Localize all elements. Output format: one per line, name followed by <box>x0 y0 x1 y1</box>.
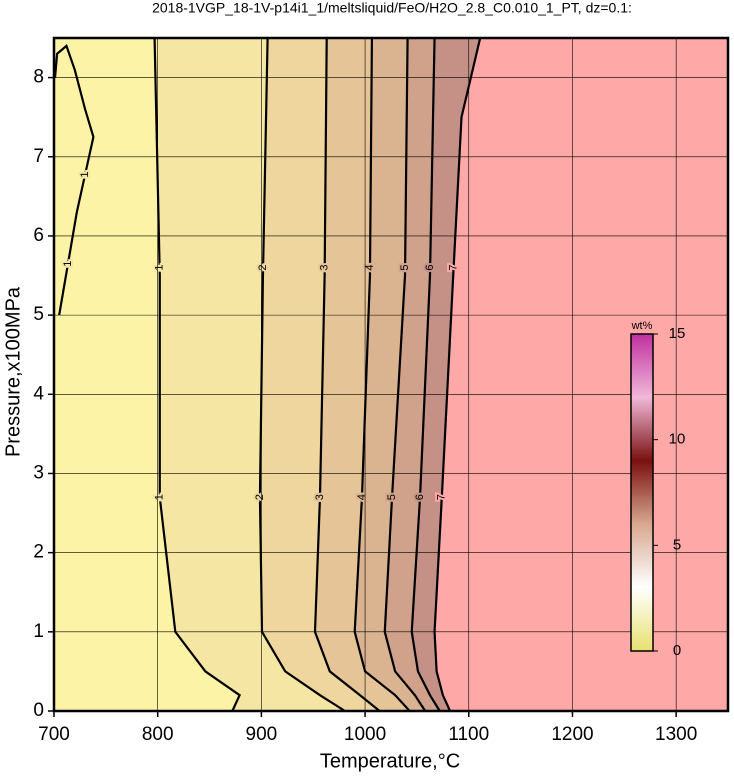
chart-title: 2018-1VGP_18-1V-p14i1_1/meltsliquid/FeO/… <box>152 0 632 16</box>
contour-label: 4 <box>364 265 376 271</box>
y-tick-label: 6 <box>33 225 44 246</box>
x-tick-label: 1300 <box>655 724 697 745</box>
contour-label: 6 <box>414 494 426 500</box>
contour-label: 1 <box>62 261 74 267</box>
x-axis-label: Temperature,°C <box>320 750 460 772</box>
x-tick-label: 800 <box>142 724 174 745</box>
y-axis-label: Pressure,x100MPa <box>2 286 24 457</box>
contour-label: 1 <box>79 172 91 178</box>
contour-label: 4 <box>356 494 368 500</box>
colorbar-tick-label: 0 <box>673 642 681 659</box>
x-tick-label: 900 <box>246 724 278 745</box>
y-tick-label: 0 <box>33 700 44 721</box>
colorbar-label: wt% <box>631 320 653 332</box>
contour-label: 3 <box>319 265 331 271</box>
contour-label: 1 <box>154 494 166 500</box>
contour-label: 6 <box>424 265 436 271</box>
contour-line <box>53 44 95 316</box>
y-tick-label: 2 <box>33 542 44 563</box>
contour-label: 5 <box>386 494 398 500</box>
colorbar <box>630 333 654 652</box>
contour-label: 2 <box>257 265 269 271</box>
colorbar-tick-label: 15 <box>669 325 686 342</box>
y-tick-label: 1 <box>33 621 44 642</box>
contour-label: 7 <box>448 265 460 271</box>
contour-line <box>433 37 482 712</box>
y-tick-label: 7 <box>33 146 44 167</box>
contour-label: 3 <box>314 494 326 500</box>
contour-band <box>434 38 728 711</box>
x-tick-label: 700 <box>38 724 70 745</box>
colorbar-tick-label: 10 <box>669 431 686 448</box>
contour-label: 1 <box>153 265 165 271</box>
x-tick-label: 1200 <box>551 724 593 745</box>
contour-label: 2 <box>254 494 266 500</box>
x-tick-label: 1000 <box>344 724 386 745</box>
contour-label: 7 <box>436 494 448 500</box>
contour-label: 5 <box>399 265 411 271</box>
plot-frame <box>52 36 730 713</box>
y-tick-label: 4 <box>33 383 44 404</box>
y-tick-label: 5 <box>33 304 44 325</box>
y-tick-label: 3 <box>33 462 44 483</box>
y-tick-label: 8 <box>33 67 44 88</box>
colorbar-tick-label: 5 <box>673 536 681 553</box>
x-tick-label: 1100 <box>448 724 489 745</box>
